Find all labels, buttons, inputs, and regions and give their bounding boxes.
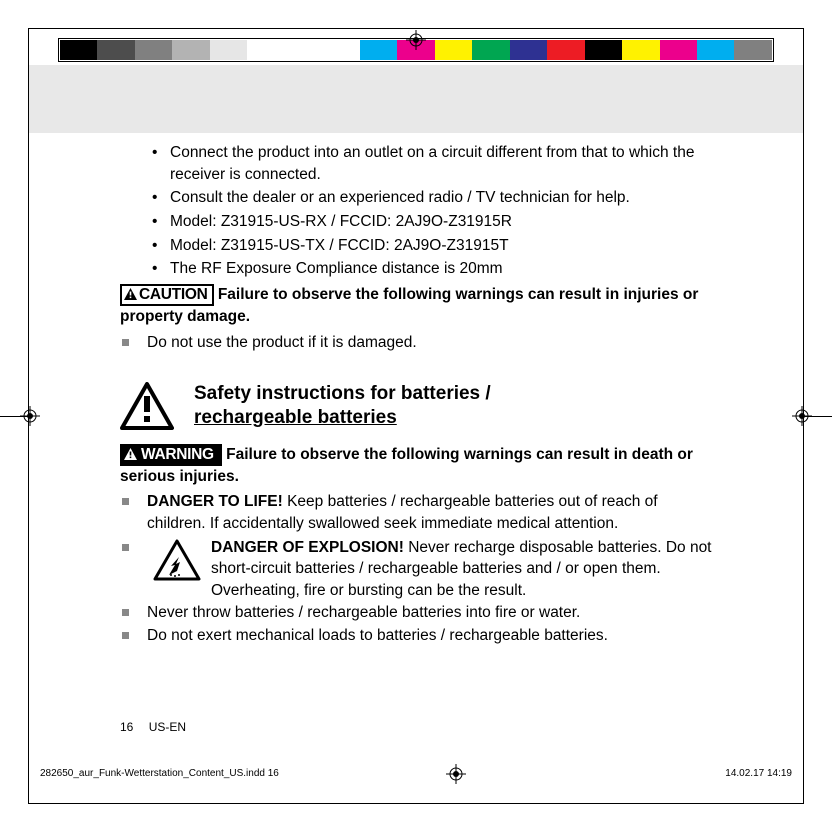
danger-explosion-item: DANGER OF EXPLOSION! Never recharge disp… bbox=[122, 537, 712, 602]
warn-item-mechanical: Do not exert mechanical loads to batteri… bbox=[122, 625, 712, 647]
warn-item-text: Never throw batteries / rechargeable bat… bbox=[147, 602, 712, 624]
square-bullet-icon bbox=[122, 609, 129, 616]
bullet-text: Model: Z31915-US-TX / FCCID: 2AJ9O-Z3191… bbox=[170, 235, 712, 257]
color-swatch bbox=[622, 40, 659, 60]
warning-badge: WARNING bbox=[120, 444, 222, 466]
color-swatch bbox=[547, 40, 584, 60]
caution-item: Do not use the product if it is damaged. bbox=[122, 332, 712, 354]
page-number: 16 bbox=[120, 720, 133, 734]
color-swatch bbox=[172, 40, 209, 60]
section-header: Safety instructions for batteries / rech… bbox=[120, 382, 712, 430]
warn-item-text: Do not exert mechanical loads to batteri… bbox=[147, 625, 712, 647]
color-swatch bbox=[510, 40, 547, 60]
section-title-line2: rechargeable batteries bbox=[194, 407, 397, 428]
color-swatch bbox=[135, 40, 172, 60]
section-title-line1: Safety instructions for batteries / bbox=[194, 383, 491, 404]
bullet-dot: • bbox=[152, 142, 170, 185]
color-swatch bbox=[285, 40, 322, 60]
color-swatch bbox=[734, 40, 771, 60]
page-content: •Connect the product into an outlet on a… bbox=[120, 142, 712, 649]
color-swatch bbox=[697, 40, 734, 60]
danger-explosion-lead: DANGER OF EXPLOSION! bbox=[211, 539, 404, 556]
color-swatch bbox=[97, 40, 134, 60]
warning-triangle-icon bbox=[124, 287, 137, 304]
color-swatch bbox=[360, 40, 397, 60]
page-locale: US-EN bbox=[149, 720, 186, 734]
danger-life-item: DANGER TO LIFE! Keep batteries / recharg… bbox=[122, 491, 712, 534]
bullet-dot: • bbox=[152, 235, 170, 257]
bullet-item: •The RF Exposure Compliance distance is … bbox=[152, 258, 712, 280]
color-swatch bbox=[435, 40, 472, 60]
bullet-item: •Connect the product into an outlet on a… bbox=[152, 142, 712, 185]
bullet-dot: • bbox=[152, 187, 170, 209]
print-timestamp: 14.02.17 14:19 bbox=[725, 768, 792, 779]
square-bullet-icon bbox=[122, 498, 129, 505]
registration-mark-right bbox=[792, 406, 812, 426]
warn-item-fire-water: Never throw batteries / rechargeable bat… bbox=[122, 602, 712, 624]
color-swatch bbox=[210, 40, 247, 60]
header-gray-block bbox=[29, 65, 803, 133]
print-filename: 282650_aur_Funk-Wetterstation_Content_US… bbox=[40, 768, 279, 779]
bullet-text: Model: Z31915-US-RX / FCCID: 2AJ9O-Z3191… bbox=[170, 211, 712, 233]
caution-label: CAUTION bbox=[139, 286, 208, 303]
warning-triangle-icon bbox=[124, 447, 137, 464]
color-swatch bbox=[247, 40, 284, 60]
bullet-item: •Consult the dealer or an experienced ra… bbox=[152, 187, 712, 209]
registration-mark-left bbox=[20, 406, 40, 426]
page-footer: 16 US-EN bbox=[120, 720, 186, 734]
caution-item-text: Do not use the product if it is damaged. bbox=[147, 332, 712, 354]
color-swatch bbox=[322, 40, 359, 60]
bullet-item: •Model: Z31915-US-RX / FCCID: 2AJ9O-Z319… bbox=[152, 211, 712, 233]
caution-block: CAUTION Failure to observe the following… bbox=[120, 284, 712, 328]
warning-triangle-large-icon bbox=[120, 382, 174, 430]
explosion-triangle-icon bbox=[153, 539, 201, 581]
section-title: Safety instructions for batteries / rech… bbox=[194, 382, 491, 430]
bullet-text: Connect the product into an outlet on a … bbox=[170, 142, 712, 185]
color-swatch bbox=[60, 40, 97, 60]
bullet-dot: • bbox=[152, 211, 170, 233]
intro-bullets: •Connect the product into an outlet on a… bbox=[120, 142, 712, 280]
warning-label: WARNING bbox=[139, 446, 216, 463]
bullet-text: Consult the dealer or an experienced rad… bbox=[170, 187, 712, 209]
danger-life-lead: DANGER TO LIFE! bbox=[147, 493, 283, 510]
color-swatch bbox=[585, 40, 622, 60]
warning-block: WARNING Failure to observe the following… bbox=[120, 444, 712, 488]
color-swatch bbox=[472, 40, 509, 60]
caution-badge: CAUTION bbox=[120, 284, 214, 306]
square-bullet-icon bbox=[122, 544, 129, 551]
bullet-item: •Model: Z31915-US-TX / FCCID: 2AJ9O-Z319… bbox=[152, 235, 712, 257]
bullet-dot: • bbox=[152, 258, 170, 280]
square-bullet-icon bbox=[122, 339, 129, 346]
print-footer: 282650_aur_Funk-Wetterstation_Content_US… bbox=[40, 768, 792, 779]
bullet-text: The RF Exposure Compliance distance is 2… bbox=[170, 258, 712, 280]
registration-mark-top bbox=[406, 30, 426, 50]
color-swatch bbox=[660, 40, 697, 60]
square-bullet-icon bbox=[122, 632, 129, 639]
